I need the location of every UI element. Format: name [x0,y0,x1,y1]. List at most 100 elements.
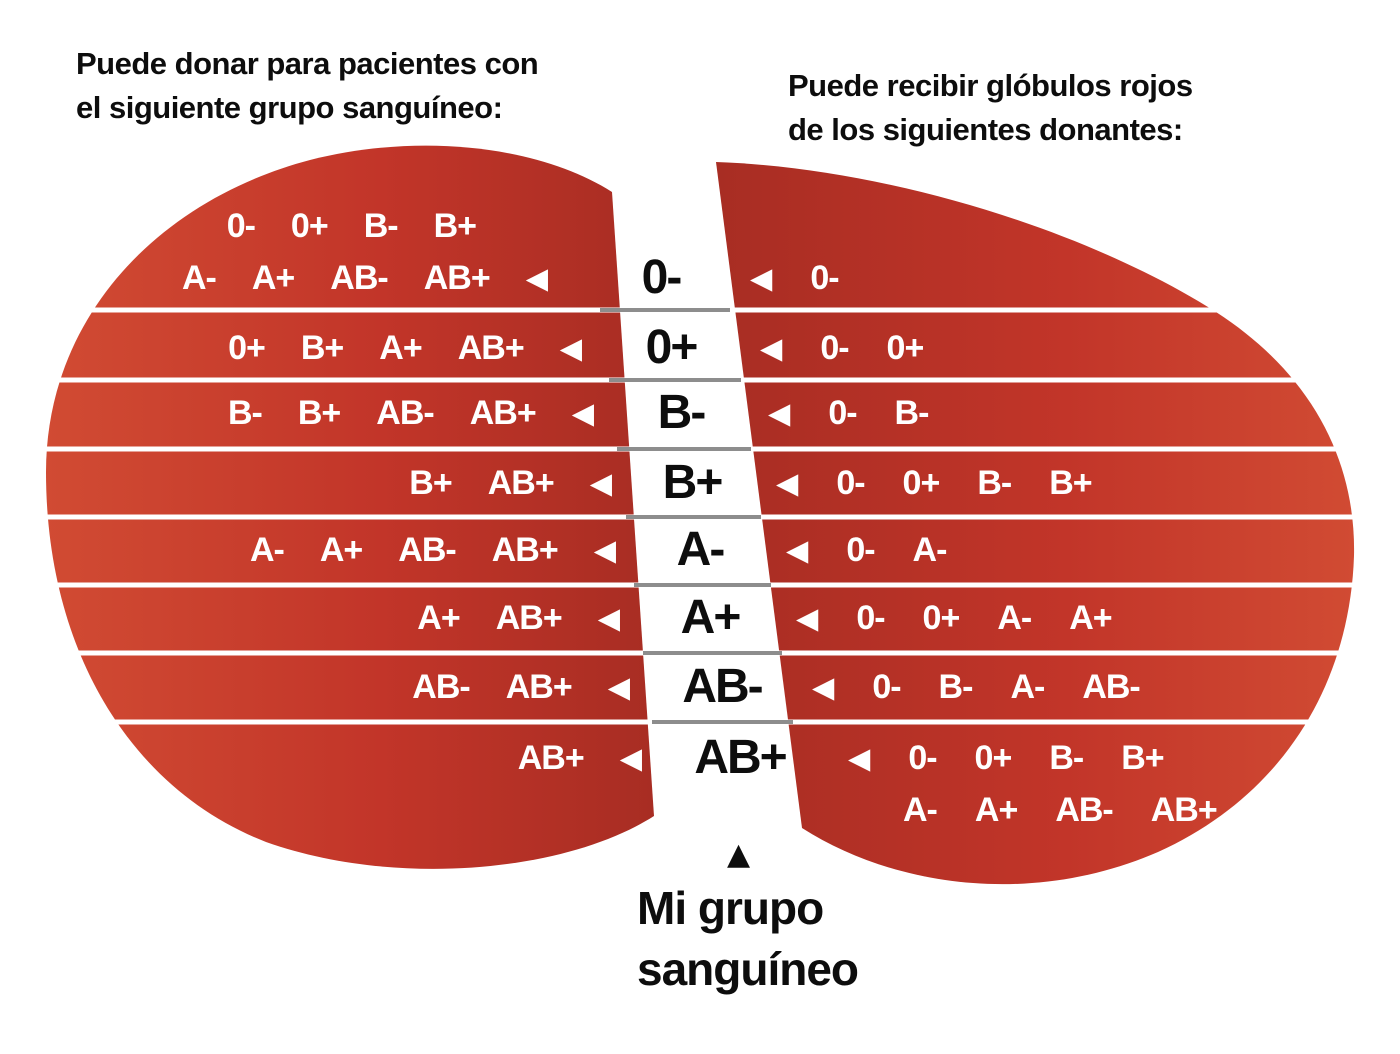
receive-title-line2: de los siguientes donantes: [788,112,1183,147]
receive-row-B+: ◀ 0- 0+ B- B+ [776,457,1093,509]
arrow-left-icon: ◀ [776,465,799,500]
blood-type-label: AB- [376,393,434,432]
arrow-left-icon: ◀ [796,600,819,635]
blood-type-label: A+ [417,598,460,637]
center-blood-type-AB-: AB- [682,660,763,713]
blood-type-label: A- [249,530,285,569]
blood-type-label: B- [894,393,930,432]
receive-title-line1: Puede recibir glóbulos rojos [788,68,1193,103]
donate-list-line: 0- 0+ B- B+ [182,200,477,252]
donate-list-line: A- A+ AB- AB+ ◀ [182,252,548,304]
blood-type-label: 0- [846,530,875,569]
receive-list-line: ◀ 0- 0+ B- B+ [776,457,1093,509]
my-blood-group-arrow-icon: ▲ [727,837,751,872]
donate-title: Puede donar para pacientes con el siguie… [76,42,539,130]
blood-type-label: AB- [412,667,470,706]
donate-list-line: AB+ ◀ [518,732,642,784]
arrow-left-icon: ◀ [559,330,582,365]
blood-type-label: AB- [330,258,388,297]
blood-type-label: AB+ [423,258,491,297]
blood-type-label: 0- [908,738,937,777]
receive-list-line: ◀ 0- 0+ B- B+ [848,732,1217,784]
donate-row-AB+: AB+ ◀ [518,732,642,784]
blood-type-label: 0+ [228,328,266,367]
blood-type-label: A- [997,598,1032,637]
receive-list-line: ◀ 0- 0+ [760,322,924,374]
arrow-left-icon: ◀ [768,395,791,430]
donate-row-B+: B+ AB+ ◀ [409,457,612,509]
blood-type-label: B- [363,206,399,245]
blood-type-label: B- [938,667,974,706]
blood-type-label: B+ [297,393,341,432]
blood-type-label: AB+ [495,598,563,637]
blood-type-label: B+ [1121,738,1164,777]
blood-type-label: A- [912,530,948,569]
center-blood-type-0-: 0- [641,251,683,304]
receive-list-line: ◀ 0- B- [768,387,930,439]
left-blood-drop-shape [46,145,654,869]
blood-type-label: A+ [974,790,1018,829]
receive-list-line: ◀ 0- A- [786,524,948,576]
blood-type-label: B+ [409,463,452,502]
my-blood-group-label-line2: sanguíneo [637,943,859,995]
blood-type-label: A+ [1069,598,1112,637]
blood-type-label: 0+ [974,738,1013,777]
center-blood-type-A+: A+ [680,591,742,644]
right-blood-drop-shape [716,162,1355,885]
center-blood-type-B-: B- [657,386,707,439]
blood-type-label: 0- [820,328,849,367]
center-blood-type-AB+: AB+ [694,731,787,784]
donate-list-line: A+ AB+ ◀ [417,592,620,644]
blood-type-label: A+ [251,258,295,297]
blood-type-label: B- [1049,738,1084,777]
receive-row-A+: ◀ 0- 0+ A- A+ [796,592,1113,644]
blood-type-label: A- [903,790,938,829]
blood-type-label: AB+ [491,530,559,569]
receive-list-line: A- A+ AB- AB+ [903,784,1218,836]
donate-row-0+: 0+ B+ A+ AB+ ◀ [228,322,582,374]
receive-list-line: ◀ 0- 0+ A- A+ [796,592,1113,644]
blood-type-label: B+ [433,206,477,245]
receive-row-AB+: ◀ 0- 0+ B- B+ A- A+ AB- AB+ [848,732,1218,836]
blood-type-label: B- [977,463,1012,502]
donate-row-AB-: AB- AB+ ◀ [412,661,630,713]
blood-type-label: AB+ [505,667,573,706]
donate-row-0-: 0- 0+ B- B+ A- A+ AB- AB+ ◀ [182,200,548,304]
receive-row-A-: ◀ 0- A- [786,524,948,576]
center-blood-type-A-: A- [676,523,726,576]
receive-row-0+: ◀ 0- 0+ [760,322,924,374]
arrow-left-icon: ◀ [812,669,835,704]
blood-type-label: 0- [872,667,901,706]
arrow-left-icon: ◀ [760,330,783,365]
donate-list-line: B+ AB+ ◀ [409,457,612,509]
blood-type-label: AB+ [487,463,555,502]
blood-type-label: AB+ [469,393,537,432]
blood-type-label: AB- [398,530,456,569]
blood-type-label: 0- [856,598,885,637]
blood-type-label: AB+ [1150,790,1218,829]
arrow-left-icon: ◀ [571,395,594,430]
blood-type-label: 0+ [922,598,961,637]
arrow-left-icon: ◀ [786,532,809,567]
arrow-left-icon: ◀ [593,532,616,567]
center-blood-type-0+: 0+ [645,321,699,374]
center-cell-separator-lines [600,308,793,724]
donate-title-line2: el siguiente grupo sanguíneo: [76,90,503,125]
blood-type-label: AB+ [457,328,525,367]
arrow-left-icon: ◀ [607,669,630,704]
donate-title-line1: Puede donar para pacientes con [76,46,539,81]
blood-type-label: A- [181,258,217,297]
blood-type-label: B+ [300,328,344,367]
blood-type-label: A- [1010,667,1045,706]
blood-type-label: B+ [1049,463,1092,502]
arrow-left-icon: ◀ [619,740,642,775]
receive-row-AB-: ◀ 0- B- A- AB- [812,661,1141,713]
blood-type-label: B- [227,393,263,432]
arrow-left-icon: ◀ [750,260,773,295]
blood-type-label: AB+ [517,738,585,777]
donate-row-A-: A- A+ AB- AB+ ◀ [250,524,616,576]
blood-type-label: AB- [1082,667,1140,706]
donate-row-A+: A+ AB+ ◀ [417,592,620,644]
